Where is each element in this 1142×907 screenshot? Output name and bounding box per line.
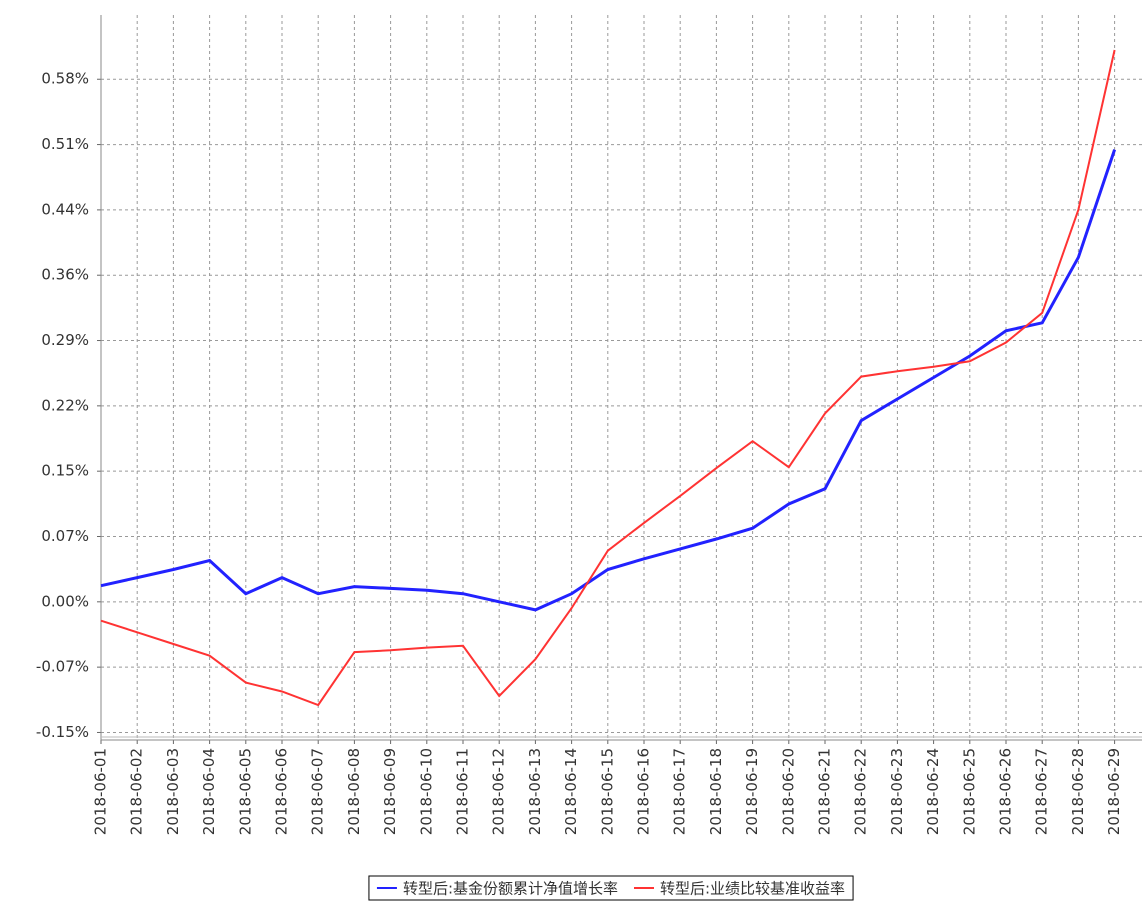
x-tick-label: 2018-06-06 (273, 748, 291, 835)
x-tick-label: 2018-06-12 (490, 748, 508, 835)
y-tick-label: 0.51% (41, 135, 89, 153)
x-tick-label: 2018-06-02 (128, 748, 146, 835)
y-tick-label: 0.00% (41, 592, 89, 610)
y-tick-label: 0.07% (41, 527, 89, 545)
x-tick-label: 2018-06-20 (779, 748, 797, 835)
x-tick-label: 2018-06-29 (1105, 748, 1123, 835)
legend-label: 转型后:业绩比较基准收益率 (660, 880, 845, 898)
y-tick-label: 0.58% (41, 70, 89, 88)
series-line (100, 49, 1116, 707)
x-tick-label: 2018-06-05 (236, 748, 254, 835)
x-tick-label: 2018-06-10 (417, 748, 435, 835)
x-tick-label: 2018-06-27 (1033, 748, 1051, 835)
x-tick-label: 2018-06-16 (635, 748, 653, 835)
series-line (100, 149, 1117, 612)
y-tick-label: 0.22% (41, 396, 89, 414)
x-tick-label: 2018-06-08 (345, 748, 363, 835)
x-tick-label: 2018-06-17 (671, 748, 689, 835)
x-tick-label: 2018-06-01 (92, 748, 110, 835)
legend-label: 转型后:基金份额累计净值增长率 (403, 880, 618, 898)
x-tick-label: 2018-06-19 (743, 748, 761, 835)
x-tick-label: 2018-06-22 (852, 748, 870, 835)
x-tick-label: 2018-06-13 (526, 748, 544, 835)
x-tick-label: 2018-06-11 (454, 748, 472, 835)
legend-box (368, 875, 854, 901)
y-tick-label: 0.44% (41, 200, 89, 218)
legend: 转型后:基金份额累计净值增长率 转型后:业绩比较基准收益率 (368, 875, 854, 901)
x-tick-label: 2018-06-04 (200, 748, 218, 835)
x-tick-label: 2018-06-25 (960, 748, 978, 835)
x-tick-label: 2018-06-24 (924, 748, 942, 835)
y-tick-label: 0.29% (41, 331, 89, 349)
x-tick-label: 2018-06-15 (598, 748, 616, 835)
y-tick-label: -0.07% (36, 658, 89, 676)
x-tick-label: 2018-06-18 (707, 748, 725, 835)
y-tick-label: 0.36% (41, 266, 89, 284)
x-tick-label: 2018-06-09 (381, 748, 399, 835)
x-tick-label: 2018-06-26 (997, 748, 1015, 835)
y-tick-label: 0.15% (41, 462, 89, 480)
x-tick-label: 2018-06-21 (816, 748, 834, 835)
x-tick-label: 2018-06-03 (164, 748, 182, 835)
x-tick-label: 2018-06-23 (888, 748, 906, 835)
x-tick-label: 2018-06-07 (309, 748, 327, 835)
x-tick-label: 2018-06-28 (1069, 748, 1087, 835)
y-tick-label: -0.15% (36, 723, 89, 741)
x-tick-label: 2018-06-14 (562, 748, 580, 835)
